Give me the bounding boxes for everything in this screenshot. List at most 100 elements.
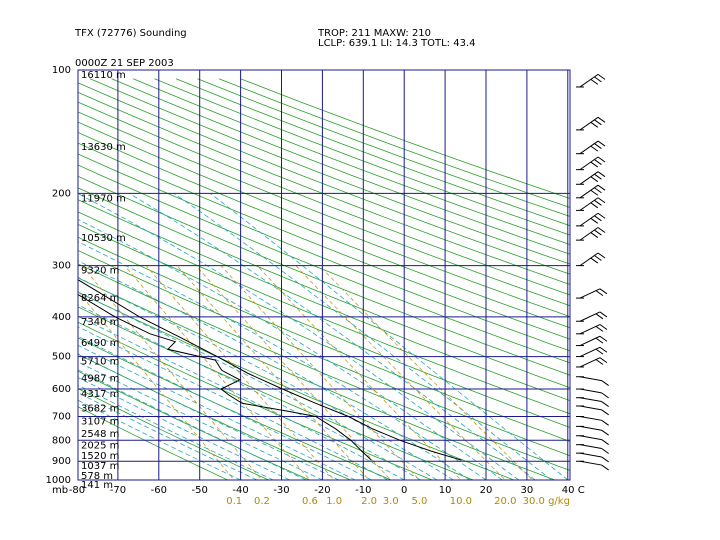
chart-header: TFX (72776) Sounding 0000Z 21 SEP 2003 T… [74,28,476,69]
temperature-tick-label: 20 [480,485,493,496]
wind-barb [576,397,609,407]
height-label: 2025 m [81,440,119,451]
dry-adiabats [78,78,570,480]
temperature-axis: -80 -70 -60 -50 -40 -30 -20 -10 0 10 20 30 40 C [69,485,585,496]
height-label: 8264 m [81,293,119,304]
moist-adiabat [78,218,503,480]
dry-adiabat [78,406,229,480]
height-label: 9320 m [81,266,119,277]
mixing-ratio-label: 30.0 g/kg [523,496,570,507]
temperature-tick-label: 10 [439,485,452,496]
wind-barb [576,171,606,185]
dewpoint-trace [78,293,372,461]
wind-barb [576,252,606,267]
wind-barb [576,73,606,88]
height-label: 4317 m [81,389,119,400]
dry-adiabat [78,121,570,318]
wind-barb [576,435,609,445]
height-label: 578 m [81,471,113,482]
mixing-ratio-label: 1.0 [326,496,342,507]
dry-adiabat [78,236,570,442]
wind-barb [576,376,609,386]
dry-adiabat [78,91,570,285]
temperature-tick-label: -80 [69,485,85,496]
stability-line-2: LCLP: 639.1 LI: 14.3 TOTL: 43.4 [318,38,476,49]
wind-barb [576,212,606,227]
moist-adiabat [78,353,339,480]
temperature-tick-label: -30 [273,485,289,496]
height-label: 11970 m [81,193,126,204]
height-label: 1520 m [81,451,119,462]
dry-adiabat [78,353,352,480]
wind-barb [576,116,606,131]
wind-barbs [576,73,609,471]
height-label: 5710 m [81,357,119,368]
pressure-tick-label: 400 [52,312,71,323]
dry-adiabat [78,249,570,457]
mixing-ratio-line [124,265,311,480]
moist-adiabat [78,392,258,480]
height-label: 141 m [81,480,113,491]
height-labels: 16110 m 13630 m 11970 m 10530 m 9320 m 8264 m… [81,70,126,491]
moist-adiabat [78,361,323,480]
mixing-ratio-line [295,265,506,480]
wind-barb [576,311,608,322]
temperature-tick-label: -60 [151,485,167,496]
height-label: 1037 m [81,461,119,472]
mixing-ratio-line [256,265,462,480]
wind-barb [576,388,609,399]
height-label: 10530 m [81,233,126,244]
dry-adiabat [197,78,570,217]
sounding-time: 0000Z 21 SEP 2003 [75,58,174,69]
wind-barb [576,444,609,454]
station-title: TFX (72776) Sounding [74,28,187,39]
height-label: 7340 m [81,317,119,328]
wind-barb [576,140,606,155]
isobar-grid [78,70,570,480]
pressure-tick-label: 100 [52,65,71,76]
temperature-tick-label: 40 C [562,485,585,496]
dry-adiabat [78,111,570,307]
height-label: 2548 m [81,429,119,440]
temperature-tick-label: -20 [314,485,330,496]
dry-adiabat [78,199,570,402]
temperature-trace [78,279,462,461]
wind-barb [576,184,606,199]
dry-adiabat [78,101,570,296]
moist-adiabat [78,399,241,480]
dry-adiabat [78,263,570,471]
height-label: 13630 m [81,142,126,153]
wind-barb [576,425,609,436]
height-label: 3107 m [81,416,119,427]
height-label: 16110 m [81,70,126,81]
pressure-tick-label: 300 [52,261,71,272]
wind-barb [576,335,608,347]
dry-adiabat [78,164,570,364]
temperature-tick-label: 30 [521,485,534,496]
dry-adiabat [78,291,516,480]
isotherm-grid [117,70,569,480]
dry-adiabat [78,337,393,480]
wind-barb [576,288,608,299]
mixing-ratio-label: 0.6 [302,496,318,507]
temperature-tick-label: 0 [401,485,407,496]
dry-adiabat [78,370,311,480]
wind-barb [576,324,608,335]
temperature-tick-label: -40 [232,485,248,496]
pressure-tick-label: 1000 [46,475,71,486]
mixing-ratio-label: 2.0 [361,496,377,507]
mixing-ratio-line [220,265,420,480]
stability-line-1: TRОР: 211 MAXW: 210 [317,28,431,39]
mixing-ratio-line [176,265,370,480]
dry-adiabat [78,82,570,275]
mixing-ratio-lines [78,265,534,480]
pressure-tick-label: 800 [52,435,71,446]
dry-adiabat [78,142,570,340]
moist-adiabat [78,377,290,480]
pressure-tick-label: 900 [52,456,71,467]
wind-barb [576,405,609,416]
temperature-tick-label: -70 [110,485,126,496]
temperature-tick-label: -50 [192,485,208,496]
